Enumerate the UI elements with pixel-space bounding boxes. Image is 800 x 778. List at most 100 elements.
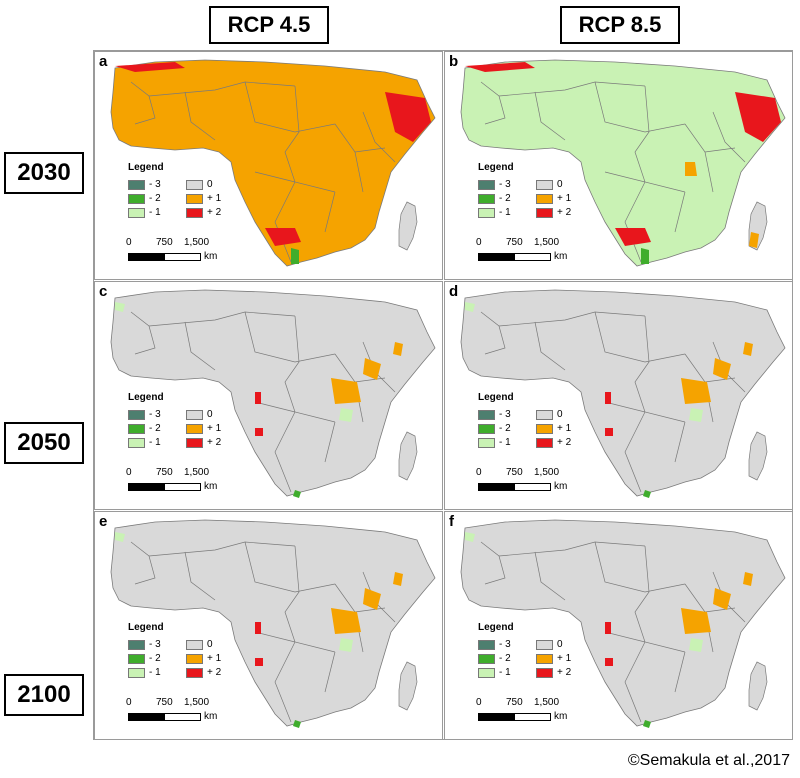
east-africa-plus1 [681, 378, 711, 404]
legend-label: + 2 [207, 207, 222, 218]
country-border [324, 191, 336, 233]
legend-label: 0 [557, 179, 563, 190]
scale-bar-white [165, 712, 201, 721]
legend: Legend - 3 0 - 2 + 1 - 1 + 2 [128, 392, 248, 448]
horn-hotspot [385, 92, 431, 142]
panel-letter: d [449, 283, 459, 300]
legend-swatch [478, 179, 495, 190]
legend-item: - 1 [478, 667, 536, 678]
panel-letter: a [99, 53, 108, 70]
legend-swatch [186, 667, 203, 678]
scale-tick-label: 750 [156, 697, 173, 708]
country-border [284, 85, 336, 193]
legend-item: 0 [186, 409, 244, 420]
scale-bar: 0 750 1,500 km [476, 467, 588, 492]
scale-tick-label: 750 [156, 237, 173, 248]
legend-label: 0 [557, 409, 563, 420]
legend-swatch [478, 193, 495, 204]
legend-label: - 1 [499, 207, 511, 218]
scale-bar-white [165, 252, 201, 261]
kenya-plus1 [713, 358, 731, 380]
scale-bar: 0 750 1,500 km [126, 467, 238, 492]
legend-label: - 3 [499, 639, 511, 650]
east-africa-plus1 [331, 608, 361, 634]
scale-tick-label: 0 [476, 237, 482, 248]
west-coast-plus2 [605, 392, 611, 404]
scale-bar: 0 750 1,500 km [476, 237, 588, 262]
country-border [254, 401, 296, 413]
panel-letter: e [99, 513, 108, 530]
legend-item: + 1 [186, 193, 244, 204]
legend-swatch [128, 653, 145, 664]
legend-swatch [536, 193, 553, 204]
country-border [184, 551, 216, 601]
scale-tick-label: 0 [126, 467, 132, 478]
legend-swatch [186, 193, 203, 204]
legend: Legend - 3 0 - 2 + 1 - 1 + 2 [478, 162, 598, 218]
angola-plus2 [605, 428, 613, 436]
angola-plus2 [605, 658, 613, 666]
africa-landmass [460, 289, 786, 497]
legend: Legend - 3 0 - 2 + 1 - 1 + 2 [128, 162, 248, 218]
legend: Legend - 3 0 - 2 + 1 - 1 + 2 [478, 622, 598, 678]
country-border [604, 631, 646, 643]
legend-item: - 1 [128, 207, 186, 218]
legend-item: - 3 [478, 409, 536, 420]
legend-item: + 2 [186, 667, 244, 678]
coast-plus1 [393, 572, 403, 586]
scale-bar-black [478, 482, 515, 491]
legend-title: Legend [128, 392, 164, 403]
legend-swatch [536, 409, 553, 420]
angola-plus2 [255, 428, 263, 436]
country-border [534, 91, 566, 141]
africa-landmass [460, 59, 786, 267]
africa-landmass [460, 519, 786, 727]
legend-label: + 1 [557, 653, 572, 664]
legend-label: - 2 [149, 423, 161, 434]
scale-bar-black [478, 712, 515, 721]
country-border [624, 411, 646, 493]
scale-tick-label: 750 [156, 467, 173, 478]
scale-bar-white [515, 712, 551, 721]
country-border [480, 541, 506, 585]
south-minus2 [643, 490, 651, 498]
kenya-plus1 [363, 588, 381, 610]
legend-label: 0 [207, 179, 213, 190]
coast-plus1 [393, 342, 403, 356]
legend-swatch [128, 437, 145, 448]
lake-minus1 [689, 408, 703, 422]
legend-label: - 2 [149, 653, 161, 664]
country-border [674, 421, 686, 463]
country-border [604, 401, 646, 413]
coast-plus1 [743, 342, 753, 356]
legend-swatch [536, 207, 553, 218]
legend-label: + 2 [557, 437, 572, 448]
legend-swatch [536, 437, 553, 448]
legend-label: + 2 [557, 207, 572, 218]
scale-tick-label: 0 [476, 697, 482, 708]
country-border [594, 81, 686, 133]
country-border [480, 81, 506, 125]
country-border [244, 81, 336, 133]
legend-item: + 2 [536, 437, 594, 448]
country-border [354, 377, 386, 383]
legend-item: 0 [186, 179, 244, 190]
legend-item: - 3 [478, 179, 536, 190]
map-panel-a: a Legend - 3 0 - 2 + 1 - 1 + 2 0 750 1,500 km [94, 51, 443, 280]
legend-swatch [186, 653, 203, 664]
west-coast-plus2 [255, 622, 261, 634]
legend-item: - 2 [478, 423, 536, 434]
scale-tick-label: 750 [506, 697, 523, 708]
legend-label: - 3 [499, 179, 511, 190]
west-minus1 [115, 302, 125, 312]
scale-bar-black [128, 482, 165, 491]
country-border [704, 607, 736, 613]
africa-map [460, 59, 786, 267]
country-border [498, 81, 646, 97]
south-minus2 [643, 720, 651, 728]
legend-item: - 1 [478, 437, 536, 448]
legend-label: + 1 [207, 653, 222, 664]
legend-item: 0 [536, 409, 594, 420]
legend-label: - 2 [499, 193, 511, 204]
coast-plus1 [743, 572, 753, 586]
